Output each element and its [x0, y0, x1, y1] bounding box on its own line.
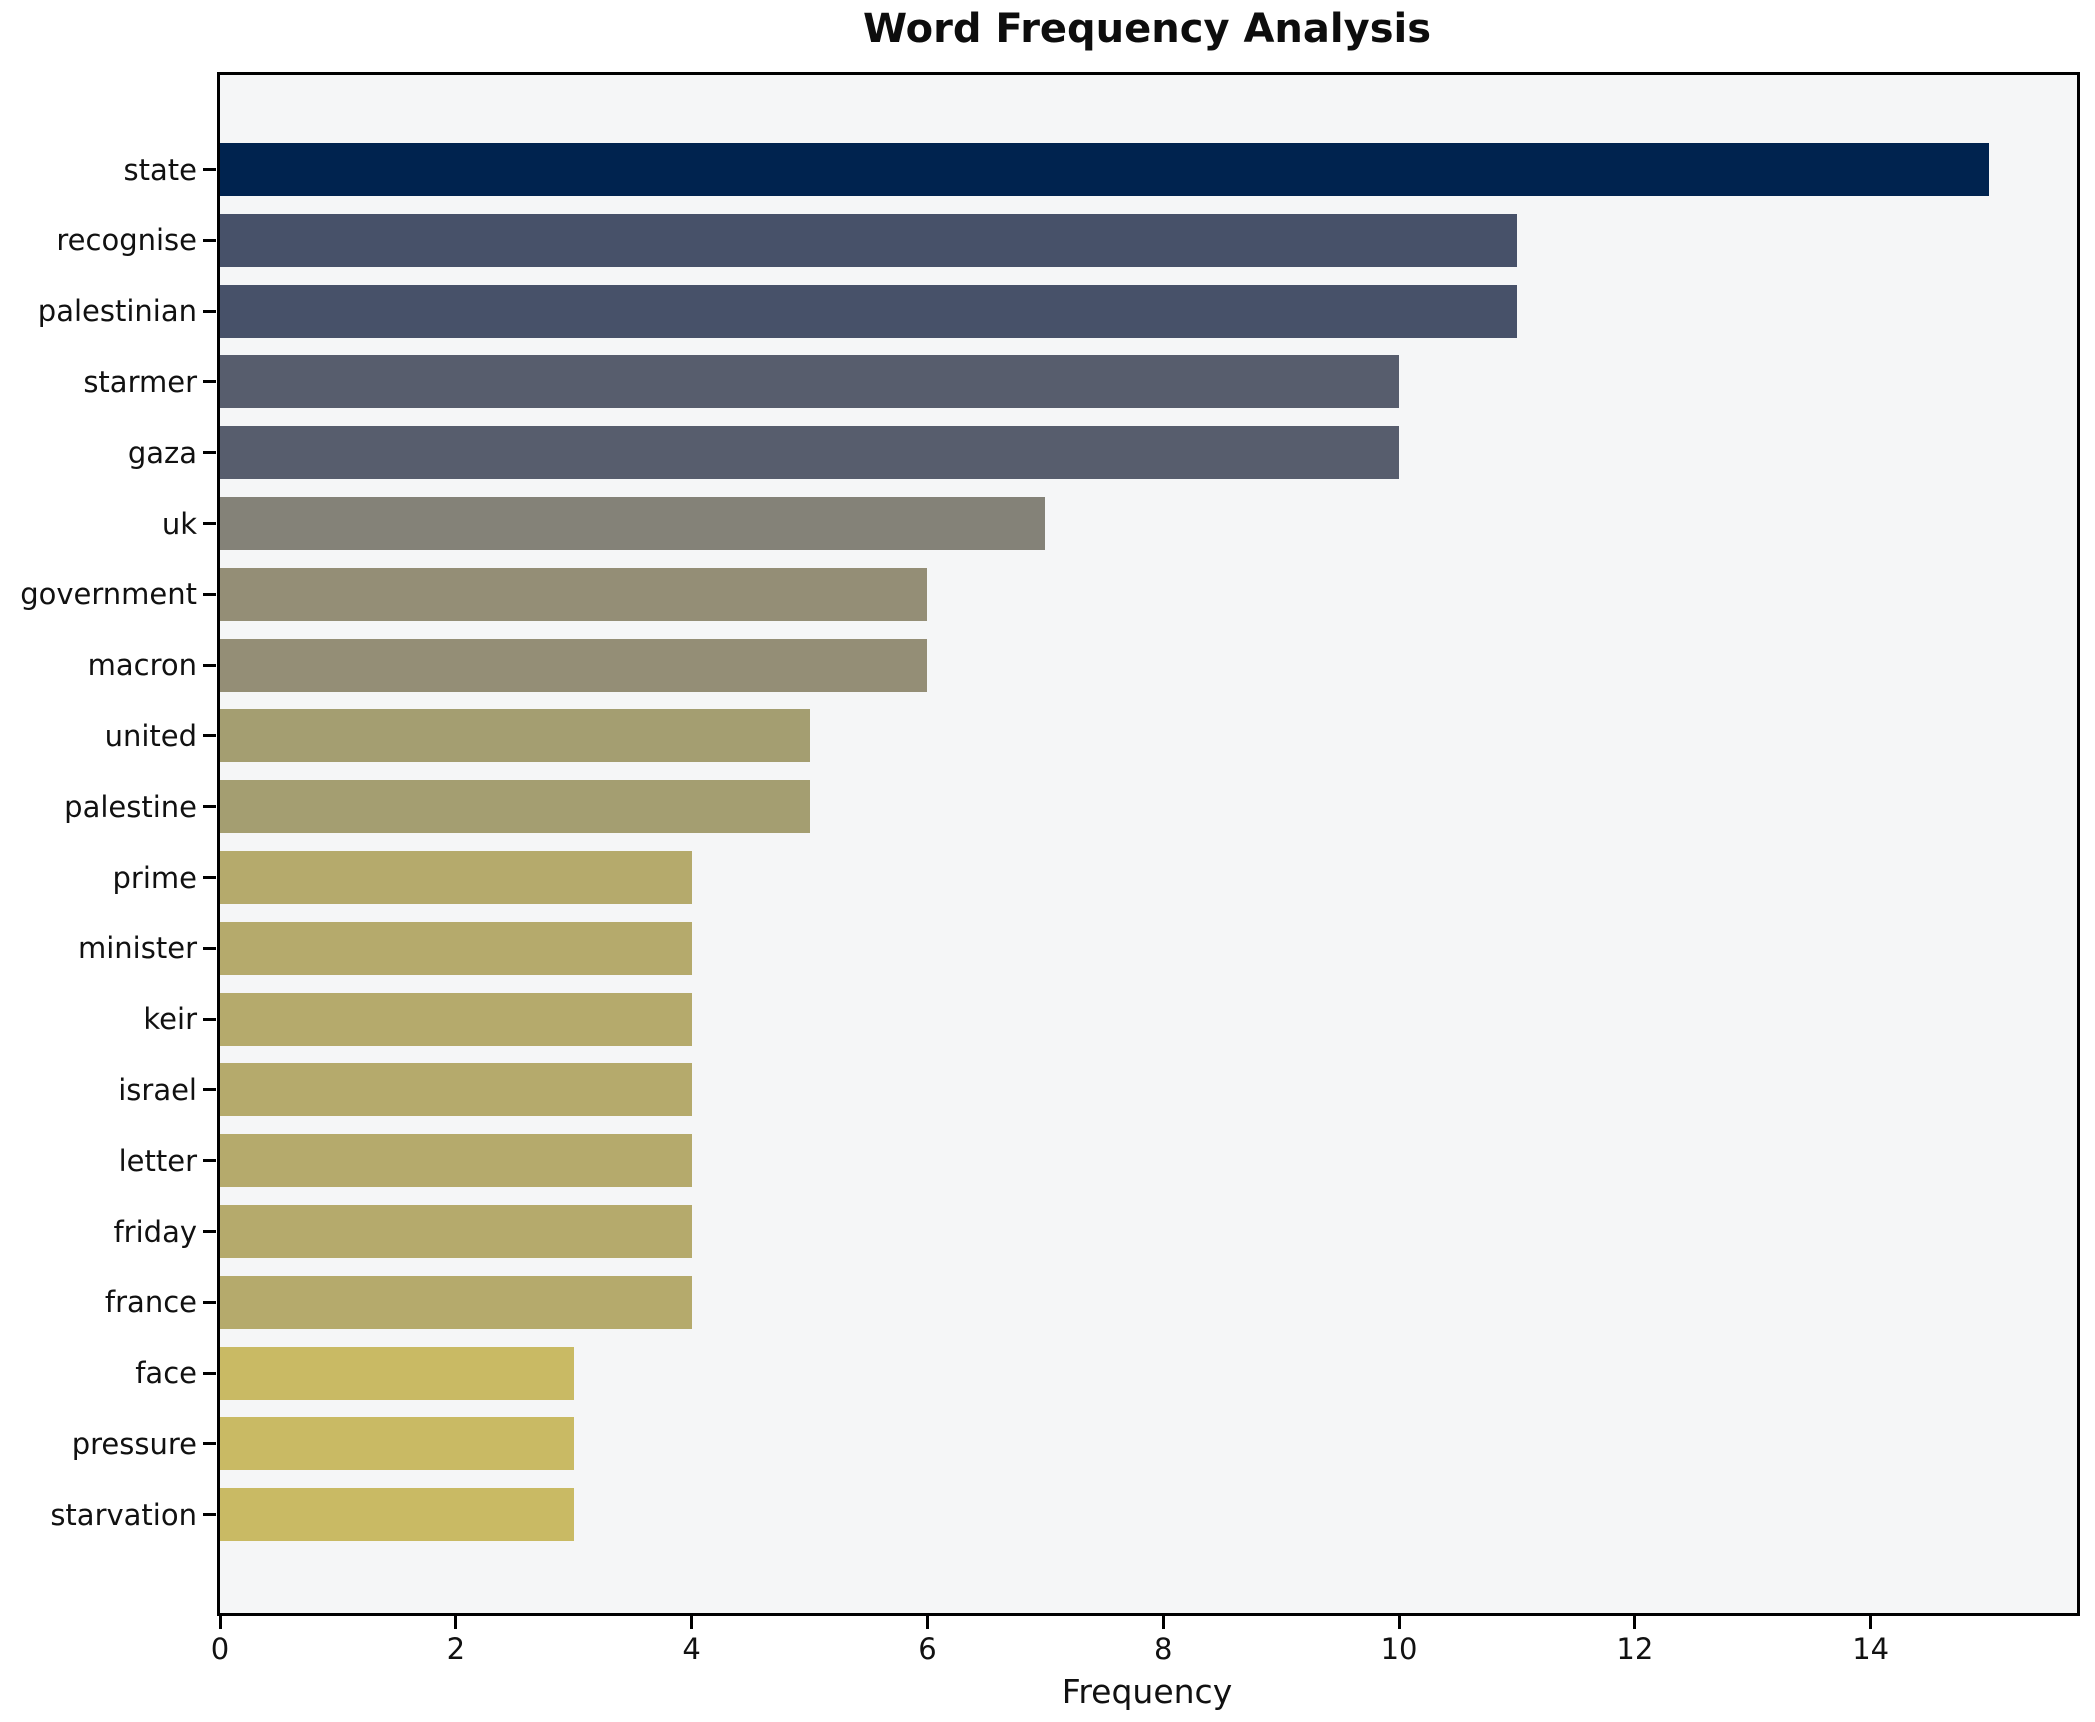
x-tick-label-8: 8 [1154, 1632, 1173, 1666]
y-tick-label-starvation: starvation [50, 1497, 197, 1532]
bar-palestine [220, 780, 810, 834]
y-tick-label-france: france [104, 1285, 197, 1320]
y-tick-mark [203, 876, 216, 879]
x-tick-mark [925, 1616, 929, 1629]
bar-prime [220, 851, 692, 904]
bar-pressure [220, 1417, 574, 1471]
x-tick-label-10: 10 [1380, 1632, 1418, 1666]
y-tick-label-palestine: palestine [64, 789, 197, 824]
y-tick-mark [203, 1017, 216, 1021]
y-tick-mark [203, 522, 216, 525]
y-tick-label-gaza: gaza [127, 435, 197, 470]
bar-government [220, 567, 928, 621]
y-tick-label-keir: keir [143, 1002, 197, 1037]
x-tick-mark [454, 1616, 458, 1629]
bar-macron [220, 638, 928, 692]
y-tick-label-israel: israel [118, 1072, 197, 1107]
bar-letter [220, 1134, 692, 1188]
x-tick-mark [218, 1616, 222, 1629]
x-tick-mark [1161, 1616, 1165, 1629]
y-tick-label-palestinian: palestinian [37, 294, 197, 329]
x-tick-mark [690, 1616, 694, 1629]
bar-state [220, 143, 1989, 196]
y-tick-label-letter: letter [118, 1143, 197, 1178]
bar-friday [220, 1205, 692, 1258]
bar-united [220, 709, 810, 763]
y-tick-label-uk: uk [161, 506, 197, 541]
y-tick-mark [203, 1300, 216, 1304]
y-tick-mark [203, 1230, 216, 1233]
x-axis-label: Frequency [1061, 1672, 1233, 1711]
bar-gaza [220, 426, 1400, 480]
plot-area [217, 72, 2080, 1616]
y-tick-mark [203, 663, 216, 667]
y-tick-mark [203, 946, 216, 950]
y-tick-label-friday: friday [113, 1214, 197, 1249]
y-tick-mark [203, 309, 216, 313]
bar-minister [220, 921, 692, 975]
y-tick-mark [203, 1088, 216, 1092]
x-tick-label-4: 4 [682, 1632, 701, 1666]
y-tick-label-face: face [135, 1356, 197, 1391]
x-tick-label-12: 12 [1616, 1632, 1654, 1666]
x-tick-mark [1869, 1616, 1873, 1629]
chart-title: Word Frequency Analysis [862, 6, 1432, 52]
y-tick-label-recognise: recognise [56, 223, 197, 258]
y-tick-mark [203, 592, 216, 596]
y-tick-mark [203, 1371, 216, 1375]
bar-palestinian [220, 284, 1517, 338]
y-tick-mark [203, 238, 216, 242]
y-tick-label-prime: prime [112, 860, 197, 895]
y-tick-label-starmer: starmer [83, 364, 197, 399]
y-tick-mark [203, 168, 216, 171]
x-tick-mark [1397, 1616, 1401, 1629]
y-tick-label-minister: minister [78, 931, 197, 966]
x-tick-label-6: 6 [918, 1632, 937, 1666]
bar-keir [220, 992, 692, 1046]
bar-face [220, 1346, 574, 1400]
bar-starvation [220, 1488, 574, 1542]
bar-israel [220, 1063, 692, 1117]
y-tick-label-pressure: pressure [71, 1426, 197, 1461]
x-tick-label-0: 0 [210, 1632, 230, 1666]
x-tick-mark [1633, 1616, 1637, 1629]
y-tick-mark [203, 1159, 216, 1163]
y-tick-mark [203, 734, 216, 738]
y-tick-mark [203, 805, 216, 809]
bar-recognise [220, 213, 1517, 267]
y-tick-mark [203, 451, 216, 455]
bar-uk [220, 497, 1046, 550]
y-tick-label-macron: macron [87, 648, 197, 683]
bar-france [220, 1275, 692, 1329]
x-tick-label-2: 2 [446, 1632, 466, 1666]
x-tick-label-14: 14 [1852, 1632, 1890, 1666]
y-tick-label-united: united [104, 718, 197, 753]
y-tick-label-state: state [123, 152, 197, 187]
bar-starmer [220, 355, 1400, 409]
y-tick-mark [203, 1442, 216, 1446]
y-tick-mark [203, 380, 216, 384]
y-tick-label-government: government [20, 577, 197, 612]
y-tick-mark [203, 1513, 216, 1517]
